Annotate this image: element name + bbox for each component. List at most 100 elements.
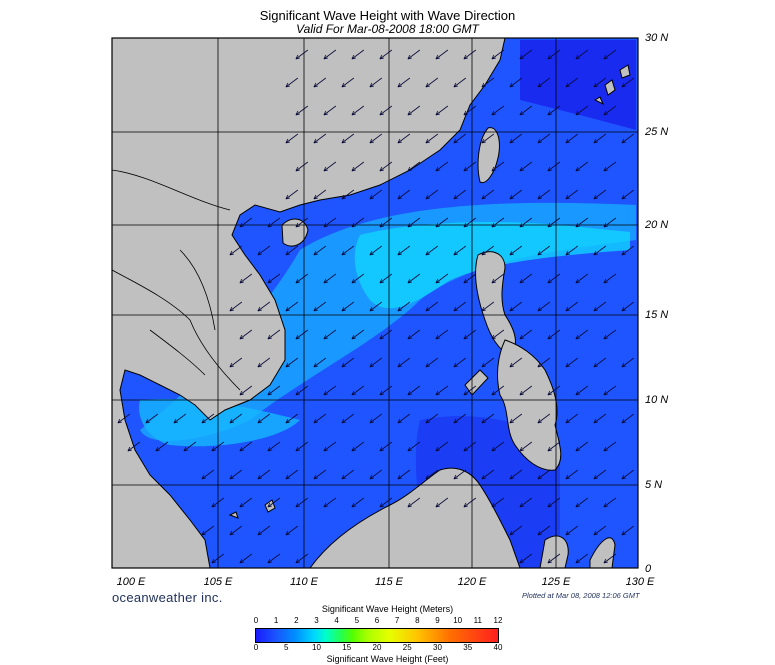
wave-arrow xyxy=(239,497,253,508)
wave-arrow xyxy=(491,329,505,340)
wave-arrow xyxy=(575,441,589,452)
lat-label-0: 0 xyxy=(645,563,652,575)
lon-label-130e: 130 E xyxy=(625,576,655,588)
wave-arrow xyxy=(425,301,439,312)
wave-arrow xyxy=(239,441,253,452)
wave-arrow xyxy=(519,385,533,396)
wave-arrow xyxy=(397,133,411,144)
wave-arrow xyxy=(379,217,393,228)
land-mainland xyxy=(112,38,506,568)
wave-arrow xyxy=(295,497,309,508)
wave-arrow xyxy=(481,133,495,144)
colorbar-tick-label: 9 xyxy=(435,616,440,625)
wave-arrow xyxy=(519,329,533,340)
wave-arrow xyxy=(593,77,607,88)
wave-arrow xyxy=(407,329,421,340)
colorbar-tick-label: 11 xyxy=(473,616,482,625)
wave-arrow xyxy=(519,553,533,564)
wave-arrow xyxy=(593,357,607,368)
wave-arrow xyxy=(621,133,635,144)
wave-arrow xyxy=(463,273,477,284)
lat-label-15n: 15 N xyxy=(645,309,669,321)
wave-arrow xyxy=(313,77,327,88)
wave-arrow xyxy=(509,189,523,200)
wave-arrow xyxy=(239,329,253,340)
wave-arrow xyxy=(323,217,337,228)
wave-arrow xyxy=(407,105,421,116)
wave-arrow xyxy=(425,469,439,480)
wave-arrow xyxy=(369,469,383,480)
wave-arrow xyxy=(397,189,411,200)
wave-arrow xyxy=(239,273,253,284)
wave-arrow xyxy=(313,469,327,480)
wave-arrow xyxy=(397,245,411,256)
land-sulawesi xyxy=(539,535,569,568)
land-ryukyu xyxy=(593,64,631,106)
wave-arrow xyxy=(491,105,505,116)
lat-label-20n: 20 N xyxy=(645,219,669,231)
wave-arrow xyxy=(509,245,523,256)
wave-arrow xyxy=(295,273,309,284)
wave-arrow xyxy=(155,441,169,452)
wave-arrow xyxy=(351,105,365,116)
wave-arrow xyxy=(537,133,551,144)
land-small-islands xyxy=(228,499,276,519)
wave-arrow xyxy=(425,77,439,88)
wave-arrow xyxy=(295,441,309,452)
wave-arrow xyxy=(565,189,579,200)
wave-arrow xyxy=(565,413,579,424)
wave-arrow xyxy=(593,469,607,480)
wave-arrow xyxy=(491,385,505,396)
wave-arrow xyxy=(463,497,477,508)
wave-arrow xyxy=(229,469,243,480)
wave-arrow xyxy=(267,329,281,340)
country-borders xyxy=(112,169,241,391)
wave-arrow xyxy=(519,273,533,284)
wave-arrow xyxy=(603,217,617,228)
wave-arrow xyxy=(603,273,617,284)
wave-arrow xyxy=(491,273,505,284)
wave-arrow xyxy=(313,245,327,256)
wave-arrow xyxy=(491,497,505,508)
wave-arrow xyxy=(285,525,299,536)
wave-arrow xyxy=(351,329,365,340)
wave-arrow xyxy=(369,77,383,88)
wave-arrow xyxy=(435,441,449,452)
wave-arrow xyxy=(435,497,449,508)
colorbar-tick-label: 30 xyxy=(433,643,442,652)
brand-logo-text: oceanweather inc. xyxy=(112,590,223,605)
wave-arrow xyxy=(621,413,635,424)
wave-arrow xyxy=(351,49,365,60)
wave-arrow xyxy=(593,525,607,536)
lat-label-25n: 25 N xyxy=(645,126,669,138)
wave-arrow xyxy=(257,357,271,368)
wave-arrow xyxy=(239,553,253,564)
wave-arrow xyxy=(453,301,467,312)
wave-arrow xyxy=(575,273,589,284)
wave-arrow xyxy=(313,357,327,368)
wave-arrow xyxy=(565,77,579,88)
wave-arrow xyxy=(397,469,411,480)
wave-arrow xyxy=(341,189,355,200)
grid-lines xyxy=(112,38,638,568)
wave-arrow xyxy=(285,133,299,144)
lon-label-120e: 120 E xyxy=(457,576,487,588)
colorbar-tick-label: 10 xyxy=(453,616,463,625)
wave-arrow xyxy=(603,553,617,564)
wave-arrow xyxy=(603,161,617,172)
wave-arrow xyxy=(117,413,131,424)
wave-arrow xyxy=(295,105,309,116)
wave-arrow xyxy=(407,217,421,228)
wave-arrow xyxy=(407,161,421,172)
wave-arrow xyxy=(463,385,477,396)
wave-arrow xyxy=(211,497,225,508)
wave-arrow xyxy=(341,77,355,88)
land-luzon xyxy=(475,251,516,356)
wave-arrow xyxy=(379,385,393,396)
wave-arrow xyxy=(407,273,421,284)
wave-arrow xyxy=(537,357,551,368)
wave-arrow xyxy=(351,441,365,452)
colorbar-tick-label: 4 xyxy=(334,616,339,625)
wave-arrow xyxy=(379,329,393,340)
colorbar-tick-label: 1 xyxy=(273,616,279,625)
